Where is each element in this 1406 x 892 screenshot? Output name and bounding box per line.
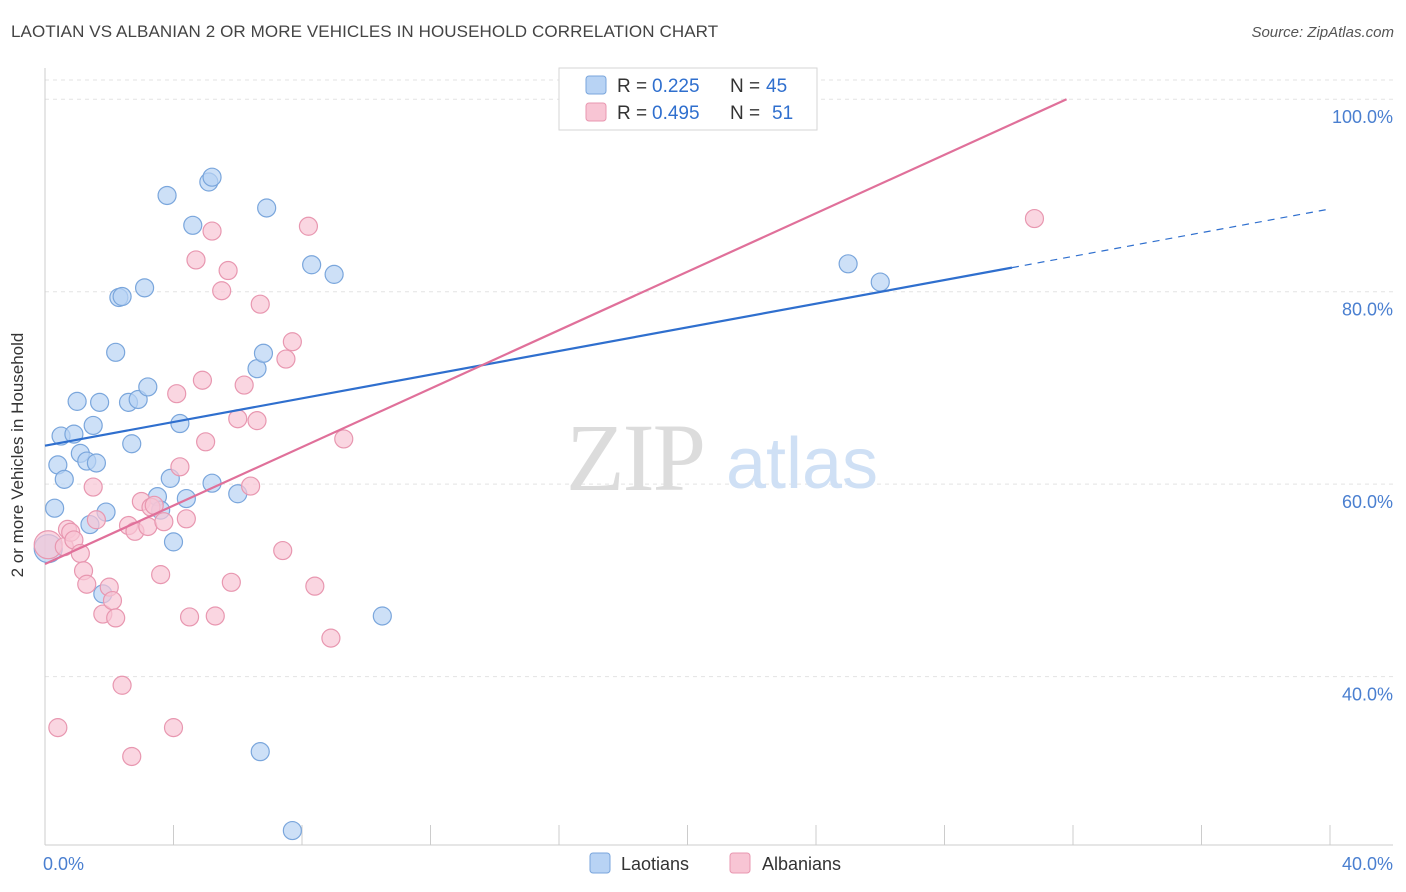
point-albanians-27 (170, 457, 190, 477)
point-albanians-13 (102, 590, 123, 611)
point-albanians-35 (212, 281, 232, 301)
y-tick-labels: 40.0% 60.0% 80.0% 100.0% (1332, 107, 1393, 704)
point-laotians-28 (170, 413, 190, 434)
point-laotians-39 (282, 820, 302, 841)
trend-lines (44, 98, 1331, 566)
point-albanians-46 (298, 216, 319, 236)
point-laotians-33 (202, 473, 222, 493)
point-laotians-42 (372, 606, 392, 626)
point-albanians-28 (176, 509, 196, 529)
legend-n-value-albanians: 51 (772, 103, 793, 124)
trend-line-laotians-extension (1011, 208, 1331, 269)
point-albanians-31 (192, 370, 213, 390)
point-albanians-36 (218, 260, 238, 281)
legend-swatch-laotians (585, 75, 607, 95)
bottom-legend-label-laotians: Laotians (621, 854, 689, 874)
point-laotians-37 (257, 198, 277, 218)
point-albanians-15 (112, 675, 132, 695)
point-laotians-32 (202, 167, 222, 187)
x-tick-labels: 0.0% 40.0% (43, 854, 1393, 874)
point-albanians-29 (179, 607, 200, 627)
trend-line-albanians (44, 98, 1068, 566)
point-albanians-49 (334, 429, 354, 449)
point-albanians-41 (247, 411, 267, 431)
trend-line-laotians (44, 266, 1013, 447)
point-laotians-22 (138, 377, 158, 397)
y-tick-label-3: 100.0% (1332, 107, 1393, 127)
point-albanians-32 (196, 432, 216, 452)
point-albanians-42 (250, 294, 270, 314)
point-laotians-21 (134, 278, 155, 298)
x-tick-label-end: 40.0% (1342, 854, 1393, 874)
axes (44, 68, 1393, 846)
point-laotians-1 (45, 498, 65, 518)
point-albanians-25 (163, 718, 184, 738)
y-tick-label-1: 60.0% (1342, 492, 1393, 512)
point-laotians-27 (163, 532, 184, 552)
bottom-legend-label-albanians: Albanians (762, 854, 841, 874)
watermark: ZIP atlas (566, 404, 878, 511)
legend-n-label-albanians: N = (730, 103, 760, 124)
point-laotians-36 (253, 343, 274, 363)
legend-swatch-albanians (585, 102, 607, 122)
point-laotians-25 (157, 185, 177, 206)
point-albanians-45 (282, 332, 302, 352)
bottom-legend-swatch-albanians (729, 852, 751, 874)
point-albanians-30 (186, 250, 206, 270)
point-albanians-47 (305, 576, 325, 596)
point-albanians-1 (48, 718, 68, 738)
point-albanians-37 (221, 572, 241, 592)
legend-r-label-albanians: R = (617, 103, 647, 124)
point-laotians-41 (324, 264, 344, 284)
point-albanians-39 (234, 375, 254, 395)
point-laotians-11 (86, 453, 107, 473)
data-points (33, 167, 1045, 841)
point-albanians-50 (1024, 208, 1045, 229)
point-laotians-38 (250, 742, 270, 762)
point-laotians-43 (838, 254, 858, 274)
point-albanians-14 (106, 608, 126, 628)
point-albanians-43 (273, 540, 293, 561)
point-albanians-33 (202, 221, 222, 241)
point-albanians-23 (151, 565, 171, 585)
point-laotians-17 (112, 286, 132, 307)
legend-r-value-albanians: 0.495 (652, 103, 700, 124)
correlation-legend: R = 0.225 N = 45 R = 0.495 N = 51 (558, 67, 818, 131)
watermark-zip: ZIP (566, 404, 704, 511)
point-albanians-8 (77, 574, 97, 594)
bottom-legend-swatch-laotians (589, 852, 611, 874)
legend-n-value-laotians: 45 (766, 76, 787, 97)
point-albanians-40 (241, 476, 261, 496)
point-albanians-10 (86, 510, 107, 530)
point-albanians-17 (122, 746, 142, 767)
x-tick-label-start: 0.0% (43, 854, 84, 874)
y-axis-title: 2 or more Vehicles in Household (8, 332, 27, 578)
point-laotians-40 (302, 255, 322, 275)
watermark-atlas: atlas (726, 424, 878, 504)
chart-source: Source: ZipAtlas.com (1251, 24, 1394, 41)
y-tick-label-0: 40.0% (1342, 685, 1393, 705)
point-laotians-4 (54, 469, 74, 489)
y-tick-label-2: 80.0% (1342, 300, 1393, 320)
point-albanians-48 (321, 628, 341, 648)
legend-r-label-laotians: R = (617, 76, 647, 97)
point-laotians-44 (870, 272, 890, 292)
legend-r-value-laotians: 0.225 (652, 76, 700, 97)
point-albanians-26 (167, 384, 187, 404)
point-laotians-10 (83, 415, 103, 436)
legend-n-label-laotians: N = (730, 76, 760, 97)
chart-title: LAOTIAN VS ALBANIAN 2 OR MORE VEHICLES I… (11, 22, 719, 41)
point-laotians-19 (122, 434, 142, 454)
point-albanians-9 (83, 477, 103, 497)
point-albanians-34 (205, 606, 225, 626)
point-laotians-15 (106, 342, 126, 362)
point-laotians-12 (90, 392, 110, 412)
series-legend: Laotians Albanians (589, 852, 841, 874)
point-albanians-24 (154, 512, 174, 532)
point-laotians-30 (183, 215, 203, 235)
point-albanians-44 (276, 349, 296, 369)
point-laotians-6 (67, 391, 87, 411)
